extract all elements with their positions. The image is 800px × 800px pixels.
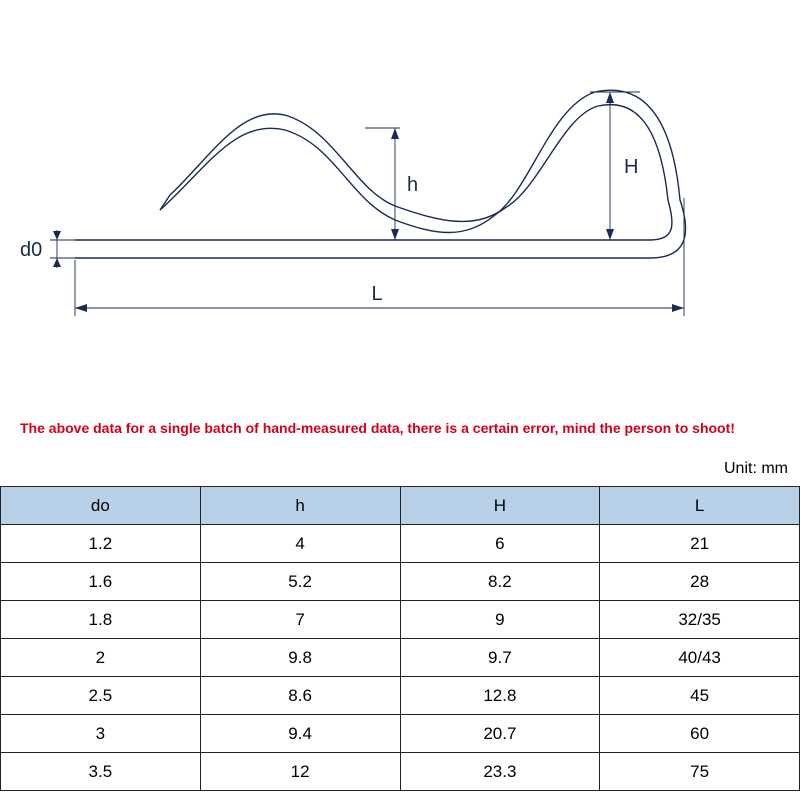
table-cell: 75	[600, 753, 800, 791]
table-cell: 12	[200, 753, 400, 791]
table-row: 2.58.612.845	[1, 677, 800, 715]
table-cell: 9.4	[200, 715, 400, 753]
table-cell: 32/35	[600, 601, 800, 639]
table-cell: 6	[400, 525, 600, 563]
table-header-H: H	[400, 487, 600, 525]
table-cell: 28	[600, 563, 800, 601]
table-cell: 2	[1, 639, 201, 677]
table-cell: 12.8	[400, 677, 600, 715]
table-header-h: h	[200, 487, 400, 525]
label-d0: d0	[20, 239, 42, 261]
table-row: 39.420.760	[1, 715, 800, 753]
table-cell: 9.7	[400, 639, 600, 677]
table-cell: 1.8	[1, 601, 201, 639]
table-header-do: do	[1, 487, 201, 525]
table-cell: 40/43	[600, 639, 800, 677]
table-cell: 2.5	[1, 677, 201, 715]
table-row: 1.65.28.228	[1, 563, 800, 601]
table-cell: 21	[600, 525, 800, 563]
label-h: h	[407, 174, 418, 196]
table-row: 1.24621	[1, 525, 800, 563]
table-cell: 45	[600, 677, 800, 715]
table-row: 29.89.740/43	[1, 639, 800, 677]
table-row: 1.87932/35	[1, 601, 800, 639]
table-row: 3.51223.375	[1, 753, 800, 791]
table-cell: 3	[1, 715, 201, 753]
table-cell: 1.2	[1, 525, 201, 563]
unit-label: Unit: mm	[724, 460, 788, 478]
table-cell: 5.2	[200, 563, 400, 601]
table-cell: 7	[200, 601, 400, 639]
table-cell: 3.5	[1, 753, 201, 791]
table-cell: 1.6	[1, 563, 201, 601]
table-cell: 9.8	[200, 639, 400, 677]
r-clip-diagram: d0 Lh H	[0, 30, 800, 370]
table-cell: 60	[600, 715, 800, 753]
table-cell: 4	[200, 525, 400, 563]
table-header-L: L	[600, 487, 800, 525]
dimensions-table: dohHL 1.246211.65.28.2281.87932/3529.89.…	[0, 486, 800, 791]
table-cell: 20.7	[400, 715, 600, 753]
table-cell: 8.2	[400, 563, 600, 601]
table-cell: 23.3	[400, 753, 600, 791]
technical-diagram: d0 Lh H	[0, 30, 800, 370]
label-H: H	[624, 156, 638, 178]
table-cell: 8.6	[200, 677, 400, 715]
table-cell: 9	[400, 601, 600, 639]
label-L: L	[372, 283, 383, 305]
measurement-note: The above data for a single batch of han…	[20, 420, 780, 436]
